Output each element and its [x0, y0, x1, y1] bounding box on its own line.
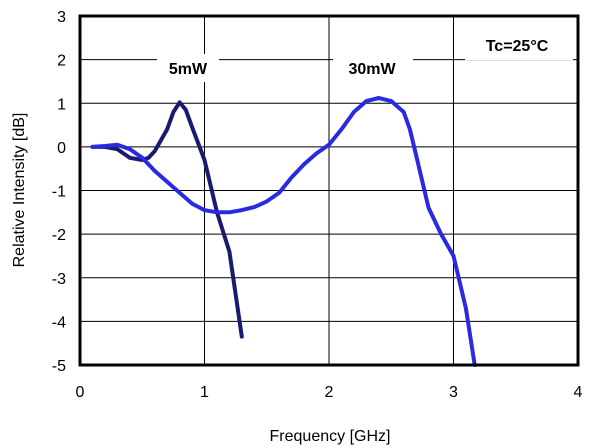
x-tick-label: 1 — [200, 384, 209, 401]
series-b-label: 30mW — [348, 61, 396, 78]
series-a-label: 5mW — [169, 61, 208, 78]
y-tick-label: -1 — [52, 184, 66, 201]
series-line-30mw — [90, 96, 477, 367]
y-tick-label: -2 — [52, 227, 66, 244]
grid — [80, 16, 578, 365]
temperature-label-bg — [465, 30, 573, 60]
y-tick-label: -5 — [52, 358, 66, 375]
plot-frame — [78, 14, 580, 367]
y-tick-label: 3 — [57, 9, 66, 26]
y-tick-label: -4 — [52, 314, 66, 331]
x-tick-label: 4 — [574, 384, 583, 401]
x-tick-labels: 0 1 2 3 4 — [76, 384, 583, 401]
y-tick-label: 2 — [57, 53, 66, 70]
y-axis-label: Relative Intensity [dB] — [11, 113, 28, 268]
y-tick-label: -3 — [52, 271, 66, 288]
series-a-label-bg — [157, 54, 219, 82]
y-tick-labels: 3 2 1 0 -1 -2 -3 -4 -5 — [52, 9, 66, 375]
x-tick-label: 0 — [76, 384, 85, 401]
series-lines — [90, 96, 477, 367]
y-tick-label: 1 — [57, 96, 66, 113]
y-tick-label: 0 — [57, 140, 66, 157]
temperature-label: Tc=25°C — [486, 38, 549, 55]
x-axis-label: Frequency [GHz] — [270, 428, 391, 445]
x-tick-label: 2 — [325, 384, 334, 401]
x-tick-label: 3 — [449, 384, 458, 401]
series-b-label-bg — [333, 54, 413, 82]
series-line-5mw — [90, 100, 244, 339]
